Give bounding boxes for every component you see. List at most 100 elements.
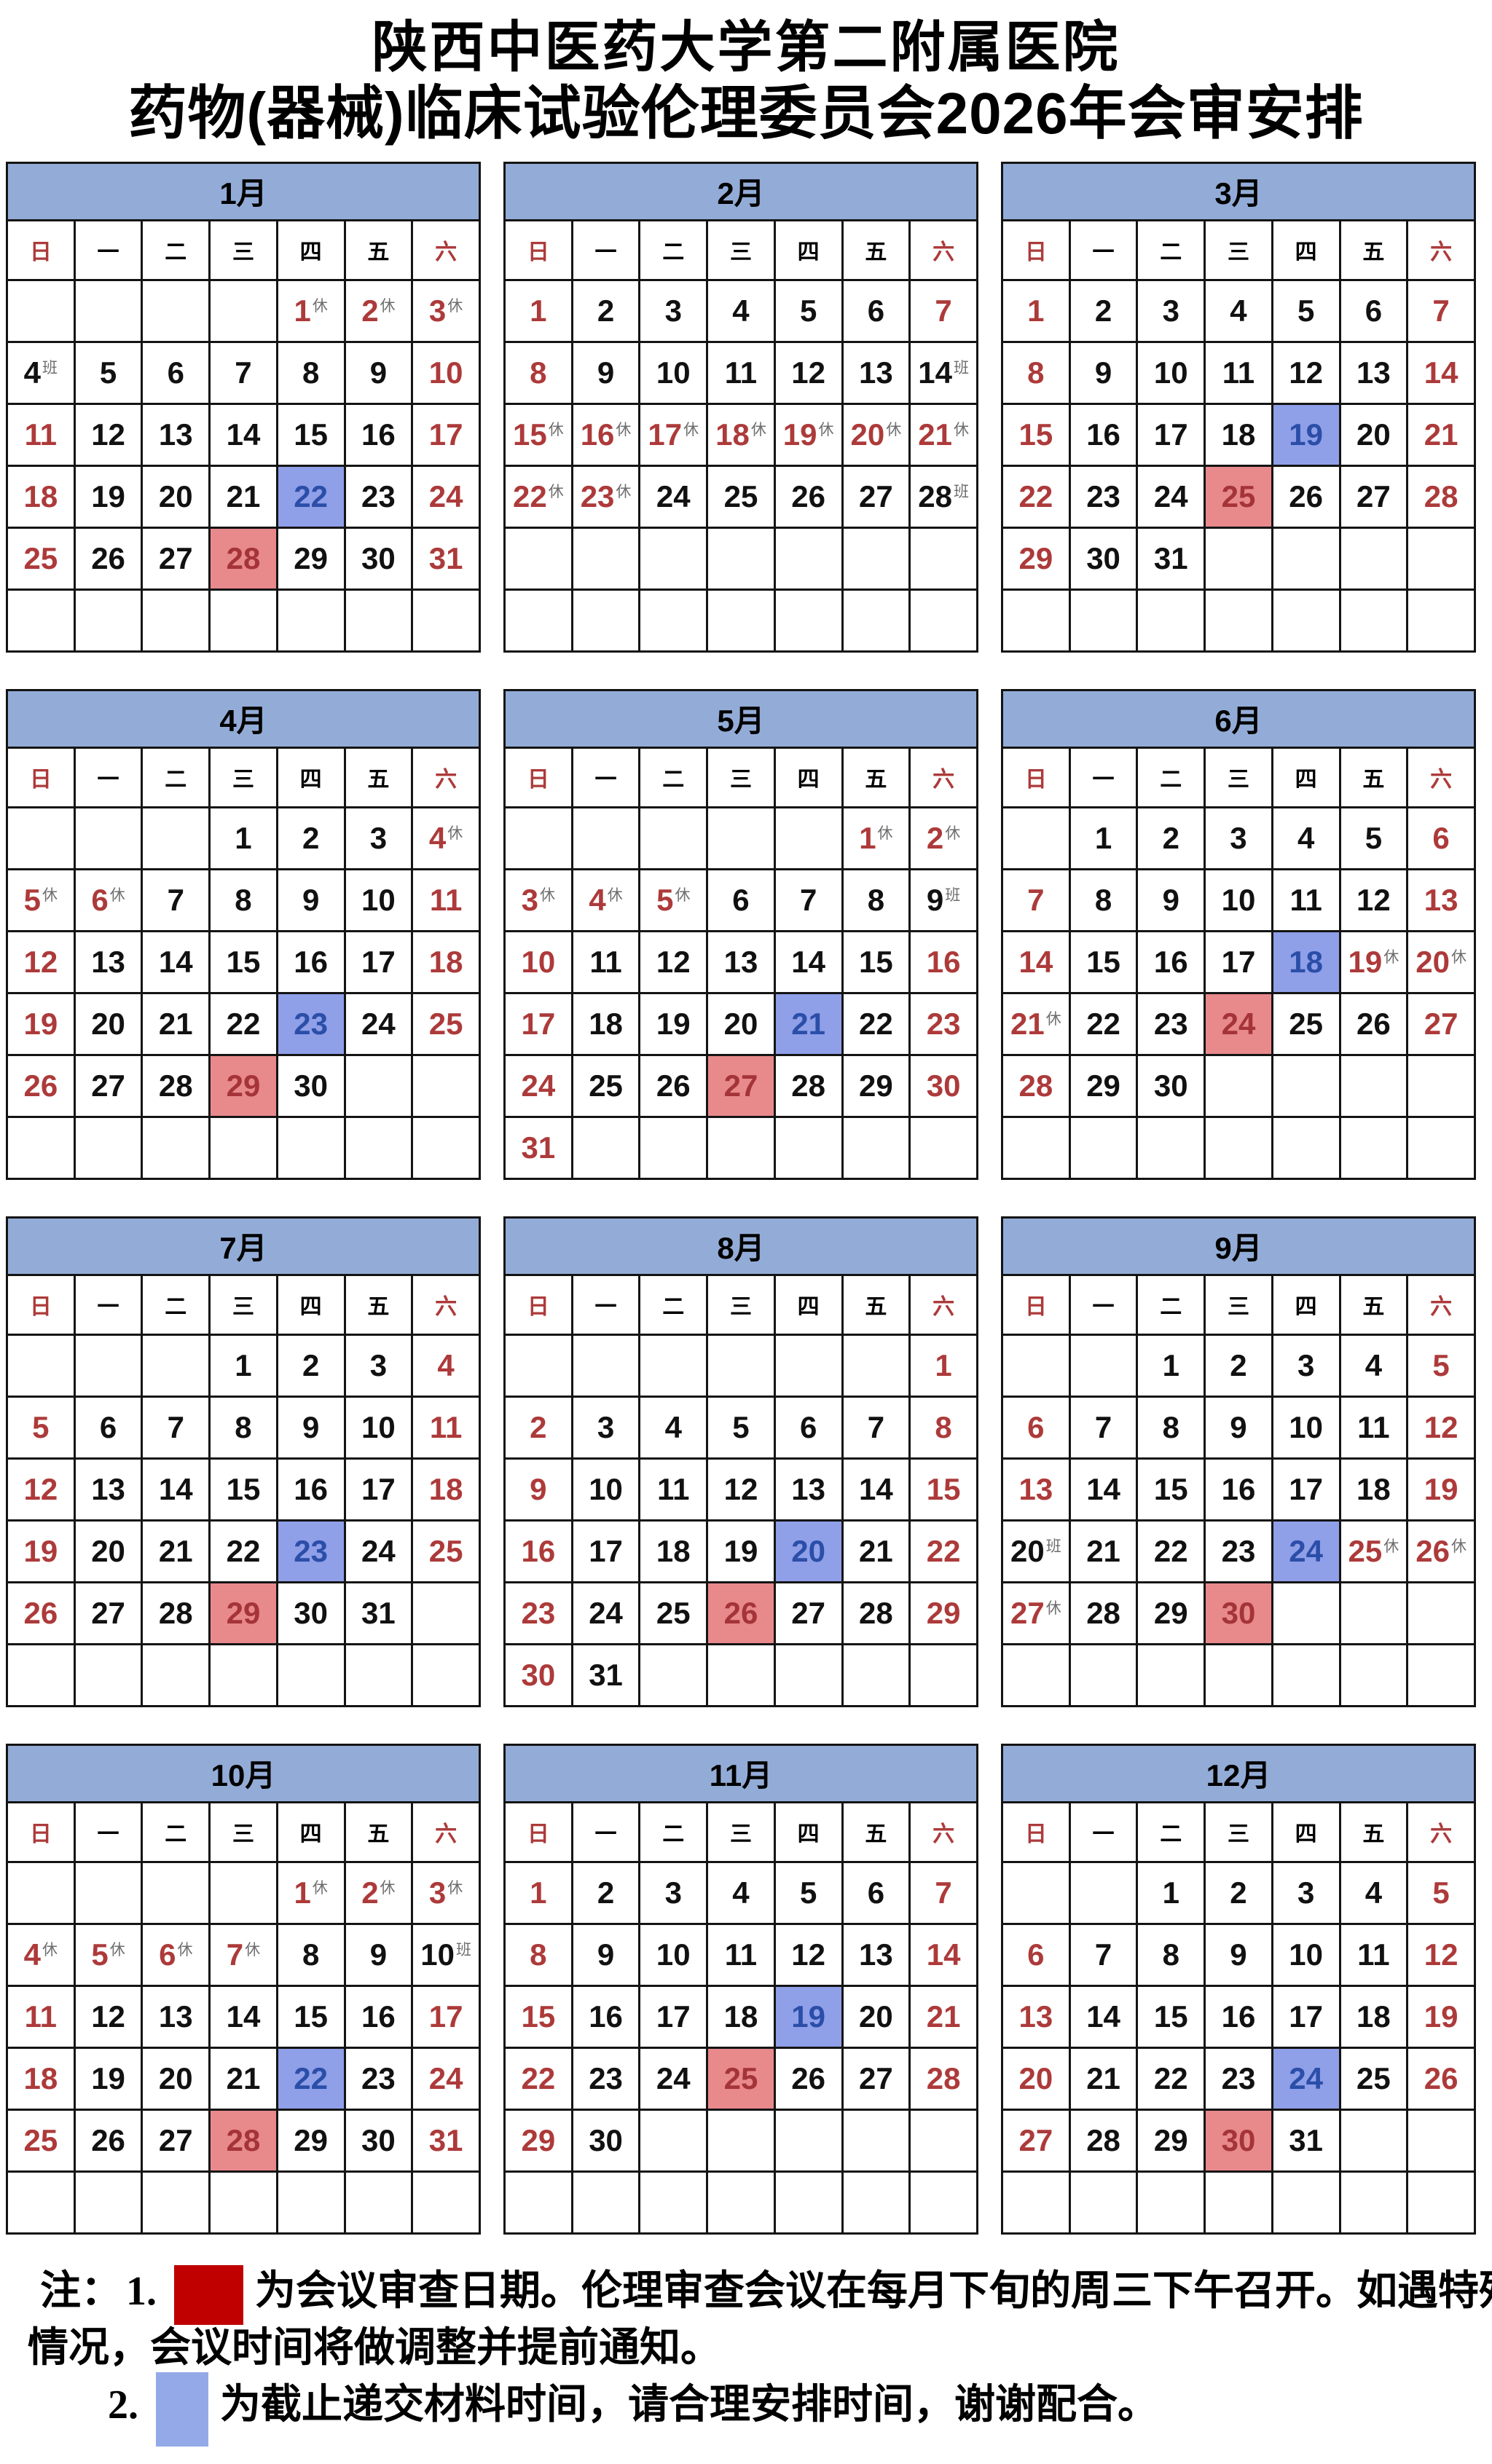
date-number: 16 [1086, 417, 1120, 452]
holiday-mark: 休 [312, 297, 328, 315]
date-number: 27 [158, 540, 193, 575]
date-number: 23 [1221, 2060, 1256, 2095]
date-cell: 8 [208, 867, 278, 932]
date-number: 24 [656, 2060, 691, 2095]
date-number: 7 [167, 1409, 184, 1444]
date-cell: 20休 [1406, 929, 1476, 994]
date-cell: 3 [1271, 1333, 1341, 1398]
workday-mark: 班 [42, 359, 58, 377]
empty-cell [1338, 1642, 1409, 1707]
empty-cell [570, 588, 641, 653]
date-number: 30 [361, 2122, 396, 2157]
date-cell: 6 [841, 278, 911, 343]
date-number: 4 [1297, 820, 1315, 855]
date-cell: 20 [1001, 2046, 1071, 2111]
date-cell: 3 [1271, 1860, 1341, 1925]
empty-cell [773, 2108, 844, 2173]
date-number: 12 [791, 1937, 826, 1972]
date-cell: 26 [1406, 2046, 1476, 2111]
date-number: 19 [1289, 417, 1324, 452]
date-cell: 2 [1068, 278, 1139, 343]
empty-cell [638, 2170, 709, 2235]
date-number: 12 [1424, 1409, 1458, 1444]
holiday-mark: 休 [1045, 1599, 1061, 1617]
date-number: 24 [428, 479, 463, 513]
date-cell: 25 [411, 991, 481, 1056]
weekday-header: 四 [1271, 1800, 1341, 1863]
holiday-mark: 休 [548, 483, 564, 500]
date-number: 21 [1086, 2060, 1120, 2095]
date-cell: 3 [1136, 278, 1206, 343]
date-cell: 31 [1136, 526, 1206, 591]
date-number: 14 [1018, 944, 1053, 979]
empty-cell [411, 588, 481, 653]
holiday-mark: 休 [683, 421, 699, 438]
date-number: 1 [1027, 293, 1045, 328]
holiday-mark: 休 [750, 421, 766, 438]
date-number: 27 [91, 1068, 125, 1103]
date-number: 28 [158, 1595, 193, 1630]
weekday-header: 三 [1204, 219, 1273, 281]
date-number: 19 [91, 2060, 125, 2095]
holiday-mark: 休 [818, 421, 834, 438]
date-number: 25 [723, 2060, 758, 2095]
empty-cell [773, 1642, 844, 1707]
date-number: 6 [91, 882, 109, 917]
month-4: 4月日一二三四五六 1 2 3 4休 5休 6休 7 8 9 10 11 12 13 14 15 16 17 18 1… [6, 688, 481, 1180]
date-cell: 26 [1271, 464, 1341, 529]
date-cell: 21休 [1001, 991, 1071, 1056]
date-cell: 24 [503, 1053, 573, 1118]
date-cell: 9 [275, 867, 346, 932]
month-grid: 日一二三四五六 1 2 3 4 5 6 7 8 9 10 11 12 13 14 15 16 17 18 19 20 21… [1001, 1800, 1476, 2235]
date-number: 26 [1289, 479, 1324, 513]
weekday-header: 六 [1406, 1800, 1476, 1863]
date-cell: 7 [773, 867, 844, 932]
date-number: 2 [361, 293, 379, 328]
weekday-header: 六 [908, 219, 978, 281]
date-cell: 15 [908, 1457, 978, 1522]
date-number: 19 [91, 479, 125, 513]
empty-cell [6, 1333, 76, 1398]
date-cell: 9 [1068, 340, 1139, 405]
month-grid: 日一二三四五六 1 2 3 4 5 6 7 8 9 10 11 12 13 14 15 16 17 18 19 20 21… [503, 1273, 978, 1707]
holiday-mark: 休 [380, 1879, 396, 1897]
date-cell: 22 [208, 991, 278, 1056]
date-number: 16 [361, 1999, 396, 2034]
date-number: 9 [597, 355, 615, 390]
date-number: 18 [23, 2060, 58, 2095]
empty-cell [1068, 1860, 1139, 1925]
date-number: 8 [867, 882, 885, 917]
date-number: 10 [656, 355, 691, 390]
date-cell: 4班 [6, 340, 76, 405]
empty-cell [1068, 2170, 1139, 2235]
empty-cell [1204, 2170, 1273, 2235]
empty-cell [1204, 1115, 1273, 1180]
date-number: 12 [1289, 355, 1324, 390]
weekday-header: 三 [208, 1800, 278, 1863]
note-line-1-continued: 情况，会议时间将做调整并提前通知。 [28, 2325, 721, 2371]
date-cell: 5休 [638, 867, 709, 932]
date-number: 1 [235, 1347, 252, 1382]
date-cell: 15 [208, 929, 278, 994]
empty-cell [1001, 1333, 1071, 1398]
date-number: 29 [1086, 1068, 1120, 1103]
empty-cell [1136, 1115, 1206, 1180]
date-number: 13 [859, 1937, 893, 1972]
date-number: 27 [91, 1595, 125, 1630]
date-number: 11 [724, 355, 758, 390]
page-title-line1: 陕西中医药大学第二附属医院 [372, 17, 1120, 79]
meeting-date-cell: 25 [706, 2046, 776, 2111]
date-number: 5 [732, 1409, 750, 1444]
empty-cell [1271, 526, 1341, 591]
date-cell: 10班 [411, 1922, 481, 1987]
weekday-header: 一 [73, 746, 144, 808]
empty-cell [1406, 2170, 1476, 2235]
month-1: 1月日一二三四五六 1休 2休 3休 4班 5 6 7 8 9 10 11 12 13 14 15 16 17 18… [6, 161, 481, 653]
date-number: 22 [1153, 2060, 1188, 2095]
date-number: 4 [664, 1409, 682, 1444]
date-number: 27 [1424, 1006, 1458, 1041]
date-cell: 7 [908, 278, 978, 343]
date-number: 19 [1348, 944, 1383, 979]
empty-cell [706, 1115, 776, 1180]
date-number: 13 [1424, 882, 1458, 917]
